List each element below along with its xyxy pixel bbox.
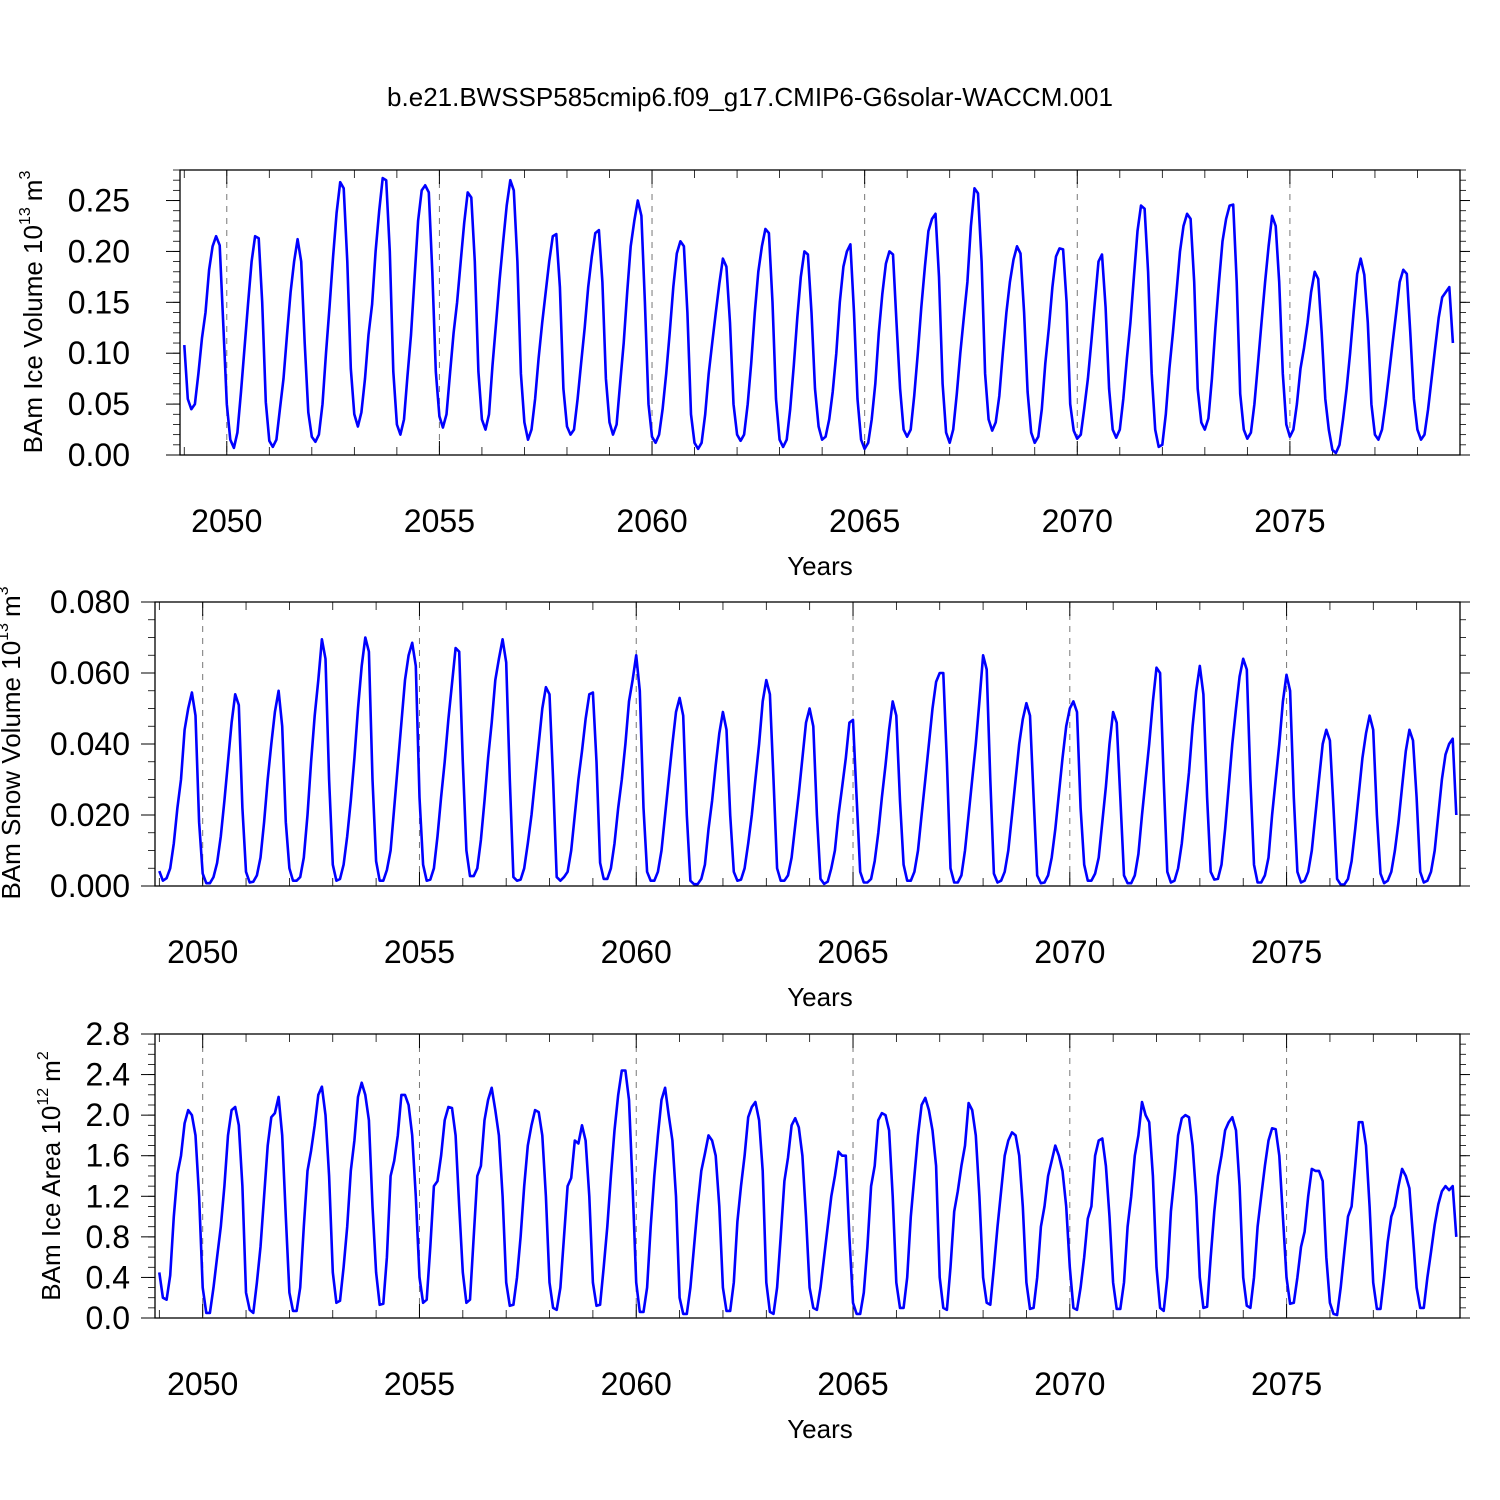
panel-ice-volume-ylabel-exp: 13 (17, 207, 34, 225)
panel-ice-volume-y-tick-label: 0.20 (68, 233, 130, 269)
panel-ice-area-y-tick-label: 0.0 (86, 1300, 130, 1336)
panel-ice-area-ylabel-unit-exp: 2 (35, 1051, 52, 1060)
panel-ice-area-series-line (158, 1069, 1458, 1317)
panel-snow-volume-ylabel-unit-exp: 3 (0, 586, 12, 595)
panel-snow-volume-x-tick-label: 2050 (167, 934, 238, 970)
panel-snow-volume-y-tick-label: 0.000 (50, 868, 130, 904)
panel-ice-volume-x-tick-label: 2075 (1254, 503, 1325, 539)
panel-ice-volume-x-tick-label: 2055 (404, 503, 475, 539)
panel-ice-area-ylabel-exp: 12 (35, 1088, 52, 1106)
panel-ice-volume-x-tick-label: 2065 (829, 503, 900, 539)
panel-ice-area-y-tick-label: 0.4 (86, 1259, 130, 1295)
panel-snow-volume-y-tick-label: 0.020 (50, 797, 130, 833)
panel-ice-volume-ylabel-base: BAm Ice Volume 10 (18, 225, 48, 453)
panel-ice-volume-y-tick-label: 0.10 (68, 335, 130, 371)
chart-title: b.e21.BWSSP585cmip6.f09_g17.CMIP6-G6sola… (387, 82, 1113, 112)
panel-snow-volume-xlabel: Years (787, 982, 853, 1012)
panel-ice-area-y-tick-label: 2.4 (86, 1057, 130, 1093)
panel-snow-volume-series-line (158, 636, 1458, 886)
panel-ice-volume-x-tick-label: 2060 (616, 503, 687, 539)
panel-snow-volume-plot-frame (154, 601, 1461, 887)
panel-snow-volume-ylabel-base: BAm Snow Volume 10 (0, 641, 26, 900)
panel-ice-area-x-tick-label: 2075 (1251, 1366, 1322, 1402)
panel-ice-area: 2050 2055 2060 2065 2070 2075 0.0 0.4 0.8 1.2 1.6 2… (86, 1016, 1470, 1402)
panel-snow-volume-ylabel-exp: 13 (0, 623, 12, 641)
panel-ice-volume-y-tick-label: 0.15 (68, 284, 130, 320)
panel-ice-area-y-tick-label: 1.6 (86, 1138, 130, 1174)
panel-ice-volume-ylabel: BAm Ice Volume 1013 m3 (17, 171, 48, 454)
panel-snow-volume-ylabel-unit: m (0, 595, 26, 617)
panel-snow-volume: 2050 2055 2060 2065 2070 2075 0.000 0.020 0.040 0… (50, 584, 1470, 970)
panel-ice-volume-y-tick-label: 0.00 (68, 437, 130, 473)
panel-snow-volume-y-tick-label: 0.040 (50, 726, 130, 762)
panel-ice-volume-series-line (183, 176, 1455, 455)
panel-ice-volume-y-tick-label: 0.25 (68, 183, 130, 219)
panel-ice-volume-x-tick-label: 2050 (191, 503, 262, 539)
panel-ice-area-x-tick-label: 2055 (384, 1366, 455, 1402)
panel-ice-area-x-tick-label: 2065 (817, 1366, 888, 1402)
panel-ice-area-plot-frame (154, 1033, 1461, 1319)
panel-ice-area-ylabel-unit: m (36, 1060, 66, 1082)
panel-snow-volume-x-tick-label: 2060 (601, 934, 672, 970)
panel-snow-volume-y-tick-label: 0.080 (50, 584, 130, 620)
panel-ice-area-y-tick-label: 1.2 (86, 1178, 130, 1214)
panel-ice-volume-x-tick-label: 2070 (1042, 503, 1113, 539)
panel-snow-volume-x-tick-label: 2075 (1251, 934, 1322, 970)
panel-ice-area-x-tick-label: 2060 (601, 1366, 672, 1402)
panel-ice-area-ylabel: BAm Ice Area 1012 m2 (35, 1051, 66, 1301)
panel-ice-area-y-tick-label: 2.8 (86, 1016, 130, 1052)
panel-snow-volume-ylabel: BAm Snow Volume 1013 m3 (0, 586, 26, 899)
panel-ice-area-y-tick-label: 2.0 (86, 1097, 130, 1133)
panel-ice-area-y-tick-label: 0.8 (86, 1219, 130, 1255)
panel-ice-volume-y-tick-label: 0.05 (68, 386, 130, 422)
panel-snow-volume-x-tick-label: 2055 (384, 934, 455, 970)
panel-ice-area-x-tick-label: 2050 (167, 1366, 238, 1402)
panel-ice-area-xlabel: Years (787, 1414, 853, 1444)
panel-ice-volume-plot-frame (179, 169, 1461, 456)
panel-snow-volume-x-tick-label: 2065 (817, 934, 888, 970)
panel-ice-area-ylabel-base: BAm Ice Area 10 (36, 1106, 66, 1301)
panel-ice-volume-ylabel-unit: m (18, 180, 48, 202)
panel-ice-volume-ylabel-unit-exp: 3 (17, 171, 34, 180)
panel-ice-volume-xlabel: Years (787, 551, 853, 581)
panel-snow-volume-y-tick-label: 0.060 (50, 655, 130, 691)
panel-ice-area-x-tick-label: 2070 (1034, 1366, 1105, 1402)
panel-snow-volume-x-tick-label: 2070 (1034, 934, 1105, 970)
panel-ice-volume: 2050 2055 2060 2065 2070 2075 0.00 0.05 0.10 0.15… (68, 169, 1470, 539)
